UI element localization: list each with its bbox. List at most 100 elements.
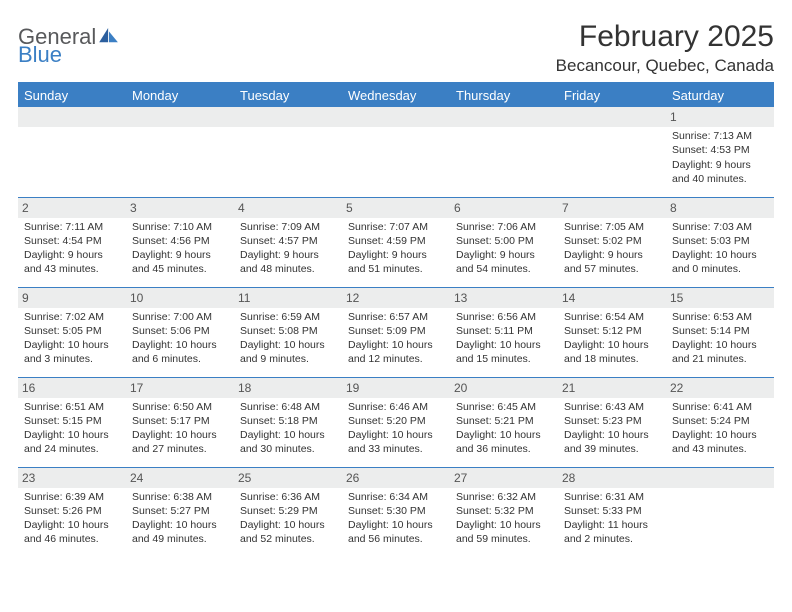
calendar-row: 2Sunrise: 7:11 AMSunset: 4:54 PMDaylight…	[18, 197, 774, 287]
day-number: 14	[558, 288, 666, 308]
day-number: .	[558, 107, 666, 127]
sunset-text: Sunset: 5:03 PM	[672, 234, 768, 248]
daylight-text: Daylight: 10 hours	[132, 428, 228, 442]
calendar-table: Sunday Monday Tuesday Wednesday Thursday…	[18, 84, 774, 557]
daylight-text: Daylight: 10 hours	[456, 338, 552, 352]
daylight-text: and 48 minutes.	[240, 262, 336, 276]
day-number: 26	[342, 468, 450, 488]
day-number: 17	[126, 378, 234, 398]
calendar-cell: 7Sunrise: 7:05 AMSunset: 5:02 PMDaylight…	[558, 197, 666, 287]
daylight-text: Daylight: 10 hours	[672, 428, 768, 442]
daylight-text: Daylight: 10 hours	[564, 338, 660, 352]
daylight-text: and 46 minutes.	[24, 532, 120, 546]
day-number: .	[342, 107, 450, 127]
sunset-text: Sunset: 5:15 PM	[24, 414, 120, 428]
calendar-cell: .	[126, 107, 234, 197]
calendar-cell: 15Sunrise: 6:53 AMSunset: 5:14 PMDayligh…	[666, 287, 774, 377]
day-number: 5	[342, 198, 450, 218]
sunset-text: Sunset: 5:30 PM	[348, 504, 444, 518]
daylight-text: Daylight: 11 hours	[564, 518, 660, 532]
sunset-text: Sunset: 5:26 PM	[24, 504, 120, 518]
calendar-cell: 4Sunrise: 7:09 AMSunset: 4:57 PMDaylight…	[234, 197, 342, 287]
daylight-text: and 33 minutes.	[348, 442, 444, 456]
calendar-row: 9Sunrise: 7:02 AMSunset: 5:05 PMDaylight…	[18, 287, 774, 377]
calendar-cell: 2Sunrise: 7:11 AMSunset: 4:54 PMDaylight…	[18, 197, 126, 287]
day-number: 23	[18, 468, 126, 488]
calendar-cell: 28 Sunrise: 6:31 AMSunset: 5:33 PMDayligh…	[558, 467, 666, 557]
daylight-text: Daylight: 9 hours	[348, 248, 444, 262]
daylight-text: Daylight: 10 hours	[456, 518, 552, 532]
calendar-cell: 23Sunrise: 6:39 AMSunset: 5:26 PMDayligh…	[18, 467, 126, 557]
calendar-cell: .	[558, 107, 666, 197]
daylight-text: and 40 minutes.	[672, 172, 768, 186]
calendar-cell: 18Sunrise: 6:48 AMSunset: 5:18 PMDayligh…	[234, 377, 342, 467]
calendar-cell: 25Sunrise: 6:36 AMSunset: 5:29 PMDayligh…	[234, 467, 342, 557]
sunset-text: Sunset: 5:06 PM	[132, 324, 228, 338]
logo: GeneralBlue	[18, 26, 119, 66]
sunrise-text: Sunrise: 6:46 AM	[348, 400, 444, 414]
day-number: 18	[234, 378, 342, 398]
calendar-cell: .	[666, 467, 774, 557]
calendar-cell: 14Sunrise: 6:54 AMSunset: 5:12 PMDayligh…	[558, 287, 666, 377]
day-number: 24	[126, 468, 234, 488]
calendar-cell: 1Sunrise: 7:13 AMSunset: 4:53 PMDaylight…	[666, 107, 774, 197]
daylight-text: and 51 minutes.	[348, 262, 444, 276]
calendar-cell: 21Sunrise: 6:43 AMSunset: 5:23 PMDayligh…	[558, 377, 666, 467]
daylight-text: and 15 minutes.	[456, 352, 552, 366]
weekday-friday: Friday	[558, 84, 666, 107]
day-number: 15	[666, 288, 774, 308]
day-number: .	[234, 107, 342, 127]
weekday-header-row: Sunday Monday Tuesday Wednesday Thursday…	[18, 84, 774, 107]
sunrise-text: Sunrise: 6:53 AM	[672, 310, 768, 324]
calendar-cell: 27Sunrise: 6:32 AMSunset: 5:32 PMDayligh…	[450, 467, 558, 557]
sunset-text: Sunset: 5:33 PM	[564, 504, 660, 518]
calendar-cell: 16Sunrise: 6:51 AMSunset: 5:15 PMDayligh…	[18, 377, 126, 467]
day-number: 9	[18, 288, 126, 308]
daylight-text: Daylight: 10 hours	[24, 428, 120, 442]
weekday-thursday: Thursday	[450, 84, 558, 107]
daylight-text: and 43 minutes.	[672, 442, 768, 456]
daylight-text: Daylight: 10 hours	[24, 518, 120, 532]
sunrise-text: Sunrise: 6:59 AM	[240, 310, 336, 324]
sunrise-text: Sunrise: 7:11 AM	[24, 220, 120, 234]
daylight-text: Daylight: 9 hours	[564, 248, 660, 262]
sunset-text: Sunset: 5:29 PM	[240, 504, 336, 518]
sunset-text: Sunset: 5:09 PM	[348, 324, 444, 338]
daylight-text: and 3 minutes.	[24, 352, 120, 366]
sunrise-text: Sunrise: 6:41 AM	[672, 400, 768, 414]
sunset-text: Sunset: 5:14 PM	[672, 324, 768, 338]
sunrise-text: Sunrise: 7:03 AM	[672, 220, 768, 234]
sunrise-text: Sunrise: 6:48 AM	[240, 400, 336, 414]
sunrise-text: Sunrise: 7:07 AM	[348, 220, 444, 234]
day-number: 1	[666, 107, 774, 127]
daylight-text: and 54 minutes.	[456, 262, 552, 276]
calendar-row: 23Sunrise: 6:39 AMSunset: 5:26 PMDayligh…	[18, 467, 774, 557]
sunset-text: Sunset: 5:00 PM	[456, 234, 552, 248]
daylight-text: and 21 minutes.	[672, 352, 768, 366]
day-number: 27	[450, 468, 558, 488]
weekday-sunday: Sunday	[18, 84, 126, 107]
calendar-cell: .	[450, 107, 558, 197]
daylight-text: and 12 minutes.	[348, 352, 444, 366]
sunrise-text: Sunrise: 6:56 AM	[456, 310, 552, 324]
day-number: 8	[666, 198, 774, 218]
daylight-text: Daylight: 10 hours	[348, 428, 444, 442]
sunrise-text: Sunrise: 6:34 AM	[348, 490, 444, 504]
page-title: February 2025	[556, 20, 774, 54]
sunset-text: Sunset: 5:11 PM	[456, 324, 552, 338]
calendar-cell: 12Sunrise: 6:57 AMSunset: 5:09 PMDayligh…	[342, 287, 450, 377]
daylight-text: Daylight: 10 hours	[348, 338, 444, 352]
sunset-text: Sunset: 4:53 PM	[672, 143, 768, 157]
daylight-text: and 9 minutes.	[240, 352, 336, 366]
day-number: 28	[558, 468, 666, 488]
day-number: 4	[234, 198, 342, 218]
calendar-cell: 11Sunrise: 6:59 AMSunset: 5:08 PMDayligh…	[234, 287, 342, 377]
daylight-text: and 43 minutes.	[24, 262, 120, 276]
sunrise-text: Sunrise: 7:06 AM	[456, 220, 552, 234]
daylight-text: Daylight: 10 hours	[348, 518, 444, 532]
sunrise-text: Sunrise: 6:31 AM	[564, 490, 660, 504]
sunrise-text: Sunrise: 6:50 AM	[132, 400, 228, 414]
daylight-text: Daylight: 10 hours	[240, 338, 336, 352]
calendar-cell: .	[342, 107, 450, 197]
sunset-text: Sunset: 5:08 PM	[240, 324, 336, 338]
